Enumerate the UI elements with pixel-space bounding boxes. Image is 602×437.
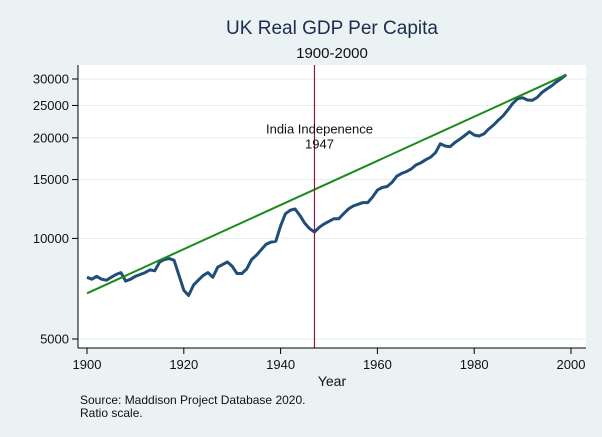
annotation: India Indepenence 1947 [266,121,373,151]
plot-background [78,65,586,348]
y-tick-label: 20000 [33,130,69,145]
annotation-year: 1947 [305,136,334,151]
y-tick-label: 30000 [33,72,69,87]
x-axis-ticks: 1900 1920 1940 1960 1980 2000 [73,348,586,372]
y-tick-label: 5000 [40,332,69,347]
series-group [86,73,568,297]
x-tick-label: 2000 [557,357,586,372]
annotation-label: India Indepenence [266,121,373,136]
gridlines [79,78,586,340]
trend-line [86,73,567,295]
x-tick-label: 1960 [363,357,392,372]
x-axis-label: Year [318,373,347,389]
chart-title: UK Real GDP Per Capita [226,18,438,39]
x-tick-label: 1900 [73,357,102,372]
x-tick-label: 1980 [460,357,489,372]
x-tick-label: 1940 [266,357,295,372]
y-axis-ticks: 5000 10000 15000 20000 25000 30000 [33,72,78,347]
scale-note: Ratio scale. [80,406,143,420]
chart-subtitle: 1900-2000 [296,45,368,62]
y-tick-label: 25000 [33,98,69,113]
y-tick-label: 10000 [33,231,69,246]
x-tick-label: 1920 [169,357,198,372]
source-note: Source: Maddison Project Database 2020. [80,393,305,407]
y-tick-label: 15000 [33,172,69,187]
gdp-series-line [86,73,568,297]
